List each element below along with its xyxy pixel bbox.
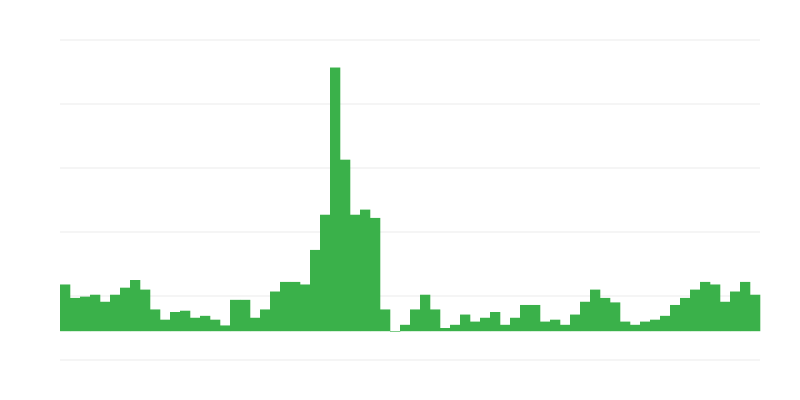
bar bbox=[500, 324, 511, 332]
bar bbox=[300, 284, 311, 332]
bar bbox=[330, 67, 341, 332]
bar bbox=[560, 324, 571, 332]
bar bbox=[120, 287, 131, 332]
bar bbox=[540, 321, 551, 332]
bar bbox=[190, 317, 201, 332]
bar bbox=[510, 317, 521, 332]
bar bbox=[600, 297, 611, 332]
bar bbox=[170, 312, 181, 332]
bar bbox=[290, 281, 301, 332]
bar bbox=[620, 321, 631, 332]
bar bbox=[580, 301, 591, 332]
bar bbox=[160, 319, 171, 332]
bar bbox=[440, 328, 451, 332]
bar bbox=[240, 299, 251, 332]
bar bbox=[570, 314, 581, 332]
bar bbox=[360, 209, 371, 332]
bar bbox=[180, 310, 191, 332]
bar bbox=[70, 297, 81, 332]
bar bbox=[370, 217, 381, 332]
bar bbox=[630, 324, 641, 332]
bar bbox=[650, 319, 661, 332]
bar bbox=[260, 309, 271, 332]
bar bbox=[720, 301, 731, 332]
bar bbox=[420, 294, 431, 332]
bar bbox=[710, 284, 721, 332]
bars bbox=[60, 67, 761, 332]
bar bbox=[80, 296, 91, 332]
bar bbox=[150, 309, 161, 332]
bar bbox=[550, 319, 561, 332]
bar bbox=[480, 317, 491, 332]
bar bbox=[210, 319, 221, 332]
bar bbox=[60, 284, 71, 332]
bar bbox=[700, 281, 711, 332]
bar bbox=[530, 304, 541, 332]
bar bbox=[100, 301, 111, 332]
bar bbox=[680, 297, 691, 332]
bar bbox=[520, 304, 531, 332]
bar bbox=[690, 289, 701, 332]
bar bbox=[490, 312, 501, 332]
bar bbox=[270, 291, 281, 332]
bar bbox=[340, 159, 351, 332]
gridlines bbox=[60, 39, 760, 361]
bar bbox=[350, 214, 361, 332]
bar bbox=[390, 331, 401, 332]
bar bbox=[280, 281, 291, 332]
bar bbox=[660, 315, 671, 332]
bar bbox=[410, 309, 421, 332]
bar bbox=[90, 294, 101, 332]
bar bbox=[400, 324, 411, 332]
bar bbox=[380, 309, 391, 332]
bar bbox=[320, 214, 331, 332]
bar bbox=[250, 317, 261, 332]
bar bbox=[460, 314, 471, 332]
bar bbox=[430, 309, 441, 332]
bar bbox=[640, 321, 651, 332]
bar bbox=[470, 321, 481, 332]
bar bbox=[130, 280, 141, 332]
bar bbox=[730, 291, 741, 332]
bar bbox=[590, 289, 601, 332]
bar bbox=[230, 299, 241, 332]
bar bbox=[610, 302, 621, 332]
bar bbox=[750, 294, 761, 332]
bar bbox=[110, 294, 121, 332]
bar bbox=[220, 325, 231, 332]
bar bbox=[740, 281, 751, 332]
bar bbox=[450, 324, 461, 332]
bar bbox=[310, 249, 321, 332]
bar bbox=[140, 289, 151, 332]
bar bbox=[670, 304, 681, 332]
bar bbox=[200, 315, 211, 332]
